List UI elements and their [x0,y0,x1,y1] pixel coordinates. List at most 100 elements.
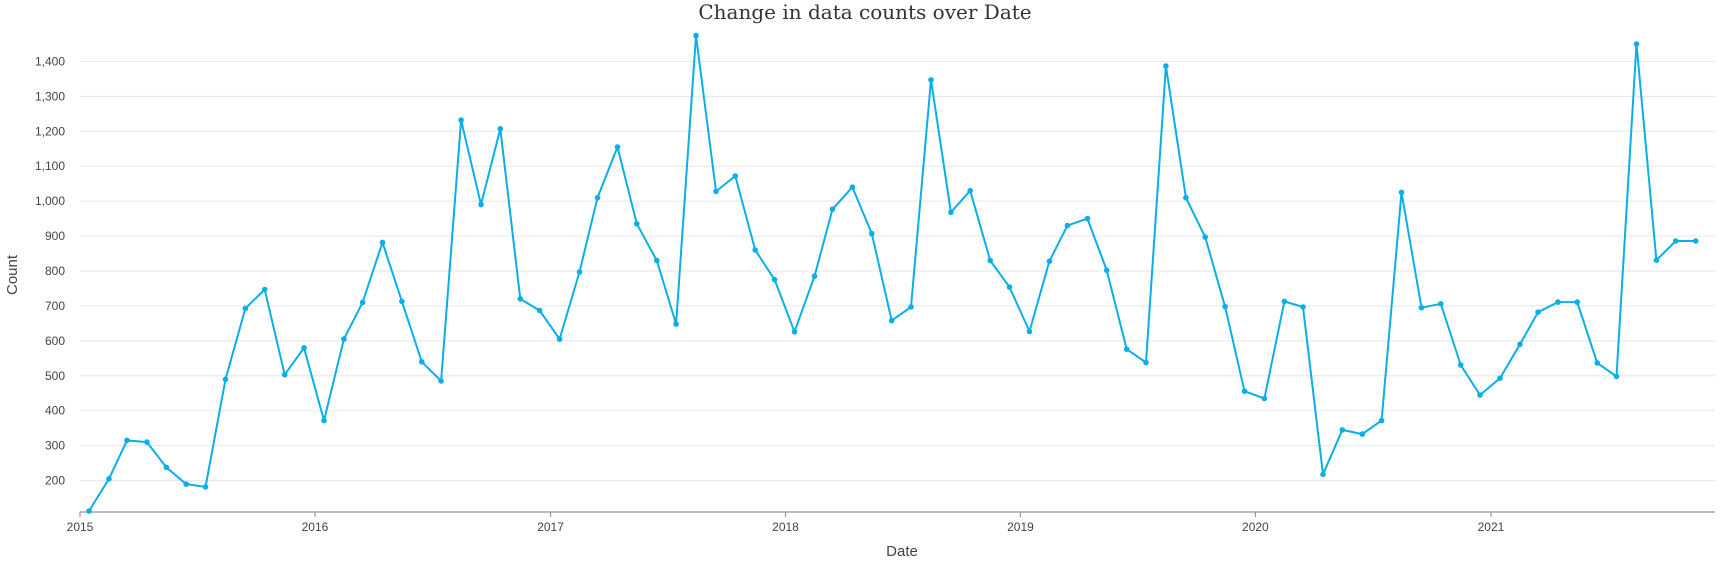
data-point[interactable] [888,317,895,324]
data-point[interactable] [1457,362,1464,368]
data-point[interactable] [556,336,563,342]
data-point[interactable] [1672,238,1679,244]
data-point[interactable] [1692,238,1699,244]
data-point[interactable] [1359,431,1366,437]
data-point[interactable] [144,439,150,445]
x-tick-label: 2017 [537,520,564,534]
data-point[interactable] [478,201,484,208]
data-point[interactable] [1517,341,1523,348]
data-point[interactable] [811,273,818,280]
data-point[interactable] [967,187,973,194]
data-point[interactable] [1183,194,1189,201]
data-point[interactable] [399,298,405,305]
data-point[interactable] [341,336,347,342]
y-axis-ticks: 200 300 400 500 600 700 800 900 1,000 1,100 1,200 1… [35,54,65,487]
data-point[interactable] [829,206,836,212]
data-point[interactable] [497,126,504,132]
data-point[interactable] [261,286,268,293]
data-point[interactable] [1046,258,1053,265]
data-point[interactable] [908,304,914,310]
data-point[interactable] [1339,427,1346,433]
data-point[interactable] [458,117,464,123]
data-point[interactable] [1281,298,1288,305]
data-point[interactable] [869,230,875,237]
data-point[interactable] [1261,395,1268,402]
data-point[interactable] [163,464,170,471]
data-point[interactable] [1222,303,1228,310]
data-point[interactable] [1103,267,1110,274]
data-point[interactable] [771,276,778,283]
data-point[interactable] [732,173,739,179]
y-axis-label: Count [4,254,21,295]
data-point[interactable] [1320,471,1326,478]
data-point[interactable] [849,184,856,190]
data-point[interactable] [183,481,189,487]
data-point[interactable] [86,508,92,514]
y-tick-label: 1,400 [35,54,65,68]
data-point[interactable] [1613,373,1620,380]
data-point[interactable] [1064,222,1071,229]
data-point[interactable] [124,437,130,444]
data-point[interactable] [1143,359,1149,366]
data-point[interactable] [1633,41,1640,47]
data-point[interactable] [673,321,679,327]
data-point[interactable] [106,476,112,482]
data-point[interactable] [1535,309,1541,316]
data-point[interactable] [928,77,934,83]
data-point[interactable] [1006,284,1013,290]
grid-lines [80,60,1715,482]
chart-title: Change in data counts over Date [698,0,1031,24]
series-group [86,32,1699,514]
y-tick-label: 200 [45,474,65,488]
data-point[interactable] [438,378,444,384]
data-point[interactable] [594,194,601,201]
data-point[interactable] [1574,299,1580,305]
x-tick-label: 2018 [772,520,799,534]
data-point[interactable] [379,239,386,246]
data-point[interactable] [1555,299,1561,305]
data-point[interactable] [634,221,640,227]
data-point[interactable] [713,188,719,195]
data-point[interactable] [1594,360,1600,366]
data-point[interactable] [791,329,798,335]
data-point[interactable] [536,307,543,314]
data-point[interactable] [321,417,327,424]
data-point[interactable] [1123,346,1130,353]
data-point[interactable] [1300,304,1306,310]
data-point[interactable] [359,299,366,306]
data-point[interactable] [948,209,954,216]
data-point[interactable] [1378,417,1385,424]
x-axis-ticks: 2015 2016 2017 2018 2019 2020 2021 [67,512,1505,534]
data-point[interactable] [693,32,699,39]
data-point[interactable] [301,345,307,351]
data-point[interactable] [281,371,288,378]
data-point[interactable] [222,376,229,383]
data-point[interactable] [987,257,993,264]
data-point[interactable] [752,247,758,253]
series-line [88,34,1696,512]
data-point[interactable] [1418,304,1425,311]
data-point[interactable] [1026,328,1033,335]
data-point[interactable] [1398,189,1405,196]
data-point[interactable] [1163,63,1169,69]
data-point[interactable] [614,144,621,150]
data-point[interactable] [202,484,209,490]
data-point[interactable] [1438,301,1444,307]
data-point[interactable] [1241,388,1248,395]
data-point[interactable] [576,269,583,275]
data-point[interactable] [1653,257,1660,264]
data-point[interactable] [1202,234,1208,240]
y-tick-label: 1,100 [35,159,65,173]
data-point[interactable] [419,359,425,365]
data-point[interactable] [1477,392,1483,398]
x-tick-label: 2019 [1007,520,1034,534]
y-tick-label: 900 [45,229,65,243]
data-point[interactable] [1497,375,1503,382]
data-point[interactable] [1084,215,1091,222]
data-point[interactable] [654,257,660,264]
y-tick-label: 1,200 [35,124,65,138]
y-tick-label: 400 [45,404,65,418]
data-point[interactable] [517,296,524,302]
data-point[interactable] [242,305,249,312]
